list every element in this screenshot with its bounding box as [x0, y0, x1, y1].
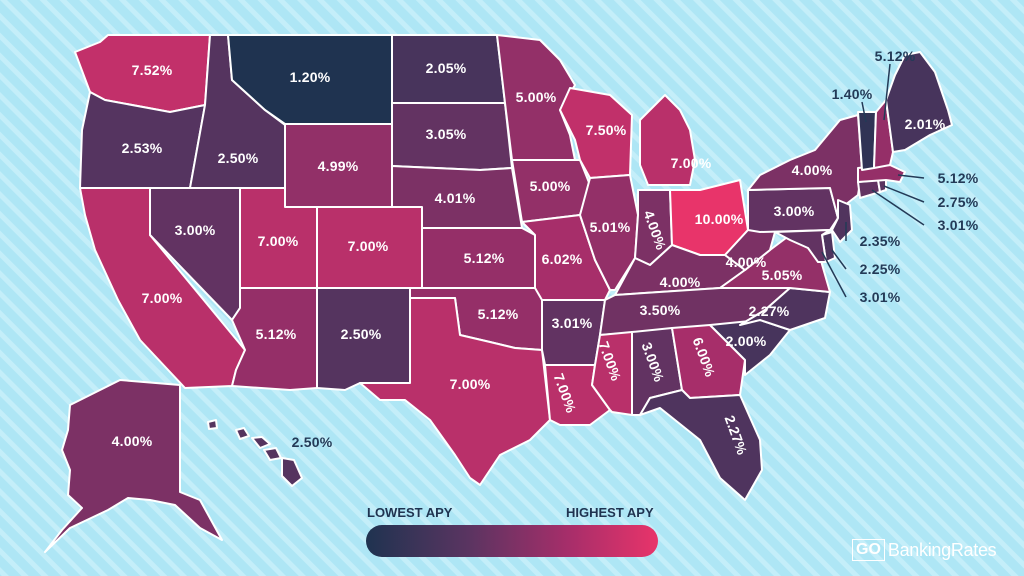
state-AK[interactable] [44, 379, 223, 553]
label-CT: 3.01% [937, 217, 979, 233]
label-NY: 4.00% [791, 162, 833, 178]
label-MA: 5.12% [937, 170, 979, 186]
label-ME: 2.01% [904, 116, 946, 132]
label-WI: 7.50% [585, 122, 627, 138]
label-ID: 2.50% [217, 150, 259, 166]
gobankingrates-logo: GO BankingRates [852, 538, 997, 562]
label-KS: 5.12% [463, 250, 505, 266]
state-MI[interactable] [639, 94, 696, 186]
label-MT: 1.20% [289, 69, 331, 85]
label-WA: 7.52% [131, 62, 173, 78]
leader-MD [821, 251, 847, 298]
label-WV: 4.00% [725, 254, 767, 270]
label-NE: 4.01% [434, 190, 476, 206]
label-OR: 2.53% [121, 140, 163, 156]
label-IA: 5.00% [529, 178, 571, 194]
state-MD[interactable] [774, 229, 831, 263]
leader-CT [871, 189, 925, 226]
legend-highest-label: HIGHEST APY [566, 505, 654, 520]
label-SD: 3.05% [425, 126, 467, 142]
label-KY: 4.00% [659, 274, 701, 290]
legend-gradient-bar [366, 525, 658, 557]
state-NJ[interactable] [831, 199, 853, 243]
leader-MA [897, 174, 925, 179]
label-TN: 3.50% [639, 302, 681, 318]
label-NC: 2.27% [748, 303, 790, 319]
hawaii-island-2 [235, 427, 250, 440]
state-FL[interactable] [639, 389, 763, 501]
label-SC: 2.00% [725, 333, 767, 349]
label-RI: 2.75% [937, 194, 979, 210]
state-ME[interactable] [885, 51, 953, 153]
legend-lowest-label: LOWEST APY [367, 505, 453, 520]
label-HI: 2.50% [291, 434, 333, 450]
leader-VT [861, 101, 867, 123]
state-MN[interactable] [496, 34, 576, 161]
label-TX: 7.00% [449, 376, 491, 392]
label-AK: 4.00% [111, 433, 153, 449]
label-AR: 3.01% [551, 315, 593, 331]
label-CO: 7.00% [347, 238, 389, 254]
logo-wordmark: BankingRates [887, 539, 997, 560]
label-MD: 3.01% [859, 289, 901, 305]
leader-NH [883, 63, 891, 121]
label-UT: 7.00% [257, 233, 299, 249]
state-NC[interactable] [739, 287, 831, 331]
leader-DE [831, 249, 847, 270]
label-WY: 4.99% [317, 158, 359, 174]
hawaii-island-3 [251, 436, 271, 449]
label-PA: 3.00% [773, 203, 815, 219]
label-VA: 5.05% [761, 267, 803, 283]
label-AZ: 5.12% [255, 326, 297, 342]
logo-go-box: GO [852, 539, 885, 561]
label-NV: 3.00% [174, 222, 216, 238]
label-MN: 5.00% [515, 89, 557, 105]
label-OH: 10.00% [694, 211, 744, 227]
leader-RI [883, 185, 925, 203]
label-ND: 2.05% [425, 60, 467, 76]
label-IL: 5.01% [589, 219, 631, 235]
state-HI[interactable] [207, 419, 303, 487]
state-TX[interactable] [359, 297, 551, 486]
label-MI: 7.00% [670, 155, 712, 171]
label-NJ: 2.35% [859, 233, 901, 249]
state-VA[interactable] [719, 234, 831, 293]
label-MO: 6.02% [541, 251, 583, 267]
label-VT: 1.40% [831, 86, 873, 102]
hawaii-island-1 [207, 419, 218, 430]
hawaii-island-big [281, 457, 303, 487]
label-NM: 2.50% [340, 326, 382, 342]
label-NH: 5.12% [874, 48, 916, 64]
label-DE: 2.25% [859, 261, 901, 277]
label-CA: 7.00% [141, 290, 183, 306]
label-OK: 5.12% [477, 306, 519, 322]
state-IL[interactable] [579, 174, 639, 291]
